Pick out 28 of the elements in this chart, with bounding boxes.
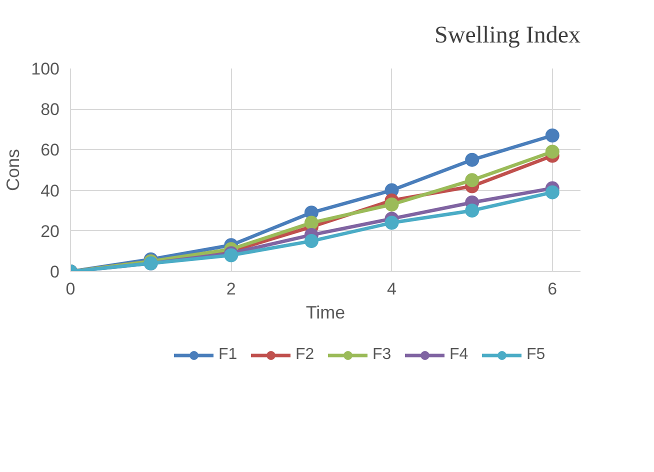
y-tick-label: 0	[50, 262, 60, 282]
y-axis-title: Cons	[3, 148, 24, 192]
point	[465, 173, 480, 188]
y-tick-label: 80	[40, 100, 60, 120]
point	[304, 216, 318, 230]
x-tick-label: 2	[226, 280, 236, 298]
point	[384, 216, 399, 230]
point	[545, 144, 560, 159]
point	[384, 198, 399, 212]
point	[465, 152, 480, 167]
legend-label: F5	[526, 346, 546, 364]
chart-title: Swelling Index	[434, 22, 581, 48]
x-axis-title: Time	[306, 302, 346, 322]
y-tick-label: 60	[40, 140, 60, 160]
point	[465, 204, 480, 218]
point	[545, 185, 560, 200]
legend-label: F3	[372, 346, 392, 364]
y-tick-label: 40	[40, 181, 60, 200]
legend-label: F1	[218, 346, 238, 364]
point	[304, 234, 318, 248]
x-tick-label: 0	[66, 280, 76, 298]
y-tick-label: 100	[31, 60, 60, 78]
legend-label: F2	[296, 346, 316, 364]
legend-label: F4	[450, 346, 470, 364]
x-tick-label: 4	[387, 280, 396, 298]
y-tick-label: 20	[40, 222, 60, 241]
x-tick-label: 6	[548, 280, 558, 298]
point	[545, 128, 560, 142]
